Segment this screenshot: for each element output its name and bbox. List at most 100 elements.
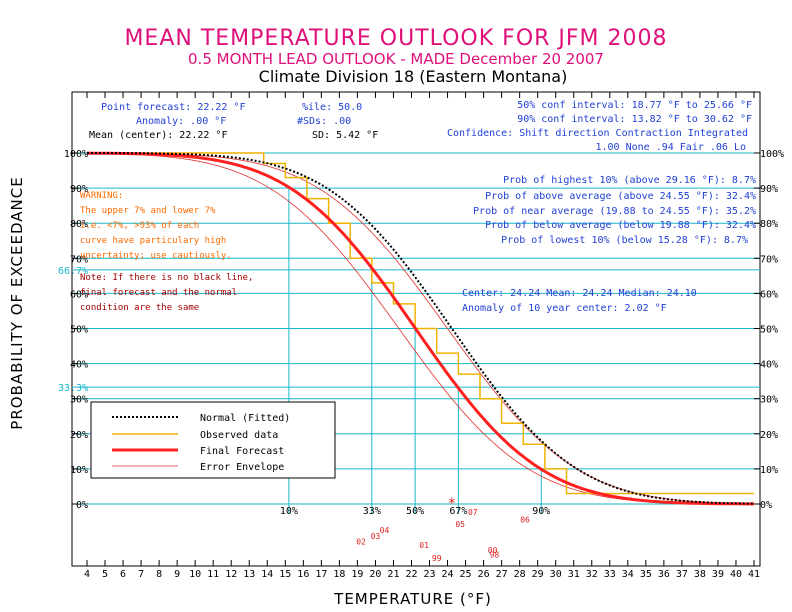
note-text: Note: If there is no black line, final f… bbox=[80, 273, 253, 313]
confidence-header: Confidence: Shift direction Contraction … bbox=[447, 128, 748, 139]
y-tick-label-right: 10% bbox=[760, 465, 778, 476]
legend: Normal (Fitted) Observed data Final Fore… bbox=[90, 401, 336, 479]
x-tick-label: 13 bbox=[243, 569, 255, 580]
x-tick-label: 24 bbox=[442, 569, 454, 580]
x-tick-label: 19 bbox=[351, 569, 363, 580]
y-tick-label-right: 20% bbox=[760, 430, 778, 441]
x-tick-label: 33 bbox=[604, 569, 616, 580]
mean-center: Mean (center): 22.22 °F bbox=[89, 130, 227, 141]
observed-year-label: 07 bbox=[468, 508, 478, 517]
warning-line: WARNING: bbox=[80, 191, 123, 201]
x-tick-label: 29 bbox=[532, 569, 544, 580]
num-sds: #SDs: .00 bbox=[297, 116, 351, 127]
center-mean-median: Center: 24.24 Mean: 24.24 Median: 24.10 bbox=[462, 288, 697, 299]
observed-year-label: 99 bbox=[432, 554, 442, 563]
point-forecast: Point forecast: 22.22 °F bbox=[101, 102, 246, 113]
x-tick-label: 16 bbox=[297, 569, 309, 580]
x-axis-label: TEMPERATURE (°F) bbox=[333, 590, 492, 608]
anomaly-10yr: Anomaly of 10 year center: 2.02 °F bbox=[462, 303, 667, 314]
series-normal-fitted bbox=[87, 152, 755, 505]
curve-layer bbox=[87, 151, 755, 506]
tercile-label: 66.7% bbox=[58, 266, 88, 277]
percentile-label: 50% bbox=[406, 506, 424, 517]
x-tick-label: 25 bbox=[460, 569, 472, 580]
y-tick-label-right: 50% bbox=[760, 325, 778, 336]
x-tick-label: 22 bbox=[405, 569, 417, 580]
series-error-envelope-upper bbox=[87, 152, 754, 505]
x-tick-label: 35 bbox=[640, 569, 652, 580]
x-tick-label: 37 bbox=[676, 569, 688, 580]
x-tick-label: 40 bbox=[730, 569, 742, 580]
prob-above: Prob of above average (above 24.55 °F): … bbox=[485, 191, 756, 202]
y-tick-label-left: 80% bbox=[70, 219, 88, 230]
percentile-label: 67% bbox=[449, 506, 467, 517]
legend-label-forecast: Final Forecast bbox=[200, 446, 284, 457]
observed-year-label: 00 bbox=[488, 546, 498, 555]
y-tick-label-right: 70% bbox=[760, 254, 778, 265]
x-tick-label: 11 bbox=[207, 569, 219, 580]
x-tick-label: 27 bbox=[496, 569, 508, 580]
observed-year-label: 03 bbox=[371, 532, 381, 541]
observed-year-label: 04 bbox=[380, 526, 390, 535]
percentile-label: 33% bbox=[363, 506, 381, 517]
info-right: 50% conf interval: 18.77 °F to 25.66 °F … bbox=[447, 100, 752, 153]
y-tick-label-left: 0% bbox=[76, 500, 88, 511]
y-tick-label-left: 30% bbox=[70, 395, 88, 406]
y-tick-label-left: 20% bbox=[70, 430, 88, 441]
x-tick-label: 38 bbox=[694, 569, 706, 580]
x-tick-label: 31 bbox=[568, 569, 580, 580]
x-tick-label: 20 bbox=[369, 569, 381, 580]
x-tick-label: 30 bbox=[550, 569, 562, 580]
y-tick-label-right: 30% bbox=[760, 395, 778, 406]
y-tick-label-left: 40% bbox=[70, 360, 88, 371]
warning-line: uncertainty; use cautiously. bbox=[80, 251, 232, 261]
chart-subtitle: 0.5 MONTH LEAD OUTLOOK - MADE December 2… bbox=[188, 50, 604, 68]
percentile-label: 10% bbox=[280, 506, 298, 517]
x-tick-label: 8 bbox=[156, 569, 162, 580]
note-line: condition are the same bbox=[80, 303, 199, 313]
center-info: Center: 24.24 Mean: 24.24 Median: 24.10 … bbox=[462, 288, 697, 314]
x-tick-label: 14 bbox=[261, 569, 273, 580]
series-final-forecast bbox=[87, 151, 754, 506]
y-tick-label-right: 0% bbox=[760, 500, 772, 511]
percentile: %ile: 50.0 bbox=[302, 102, 362, 113]
observed-year-label: 02 bbox=[356, 537, 366, 546]
x-tick-label: 7 bbox=[138, 569, 144, 580]
anomaly: Anomaly: .00 °F bbox=[136, 116, 226, 127]
info-left: Point forecast: 22.22 °F Anomaly: .00 °F… bbox=[89, 102, 378, 141]
x-tick-label: 5 bbox=[102, 569, 108, 580]
observed-year-label: 98 bbox=[490, 550, 500, 559]
y-tick-label-left: 90% bbox=[70, 184, 88, 195]
warning-line: curve have particulary high bbox=[80, 236, 226, 246]
x-tick-label: 32 bbox=[586, 569, 598, 580]
observed-year-label: 01 bbox=[419, 541, 429, 550]
tick-layer: 0% 0% 10% 10% 20% 20% 30% 30% 40% 40% 50% 50% 60% 60%… bbox=[58, 92, 784, 580]
y-tick-label-right: 90% bbox=[760, 184, 778, 195]
warning-line: The upper 7% and lower 7% bbox=[80, 206, 216, 216]
legend-label-envelope: Error Envelope bbox=[200, 462, 284, 473]
x-tick-label: 17 bbox=[315, 569, 327, 580]
y-tick-label-right: 80% bbox=[760, 219, 778, 230]
chart-title: MEAN TEMPERATURE OUTLOOK FOR JFM 2008 bbox=[124, 26, 667, 51]
observed-year-label: 05 bbox=[455, 520, 465, 529]
x-tick-label: 26 bbox=[478, 569, 490, 580]
prob-highest: Prob of highest 10% (above 29.16 °F): 8.… bbox=[503, 175, 756, 186]
y-tick-label-left: 50% bbox=[70, 325, 88, 336]
tercile-label: 33.3% bbox=[58, 383, 88, 394]
x-tick-label: 10 bbox=[189, 569, 201, 580]
climate-division: Climate Division 18 (Eastern Montana) bbox=[259, 67, 568, 86]
legend-label-normal: Normal (Fitted) bbox=[200, 413, 290, 424]
note-line: Note: If there is no black line, bbox=[80, 273, 253, 283]
conf-interval-50: 50% conf interval: 18.77 °F to 25.66 °F bbox=[517, 100, 752, 111]
y-tick-label-left: 10% bbox=[70, 465, 88, 476]
x-tick-label: 36 bbox=[658, 569, 670, 580]
y-tick-label-right: 100% bbox=[760, 149, 784, 160]
observed-year-label: 06 bbox=[520, 515, 530, 524]
x-tick-label: 28 bbox=[514, 569, 526, 580]
x-tick-label: 34 bbox=[622, 569, 634, 580]
x-tick-label: 21 bbox=[387, 569, 399, 580]
x-tick-label: 9 bbox=[174, 569, 180, 580]
x-tick-label: 6 bbox=[120, 569, 126, 580]
